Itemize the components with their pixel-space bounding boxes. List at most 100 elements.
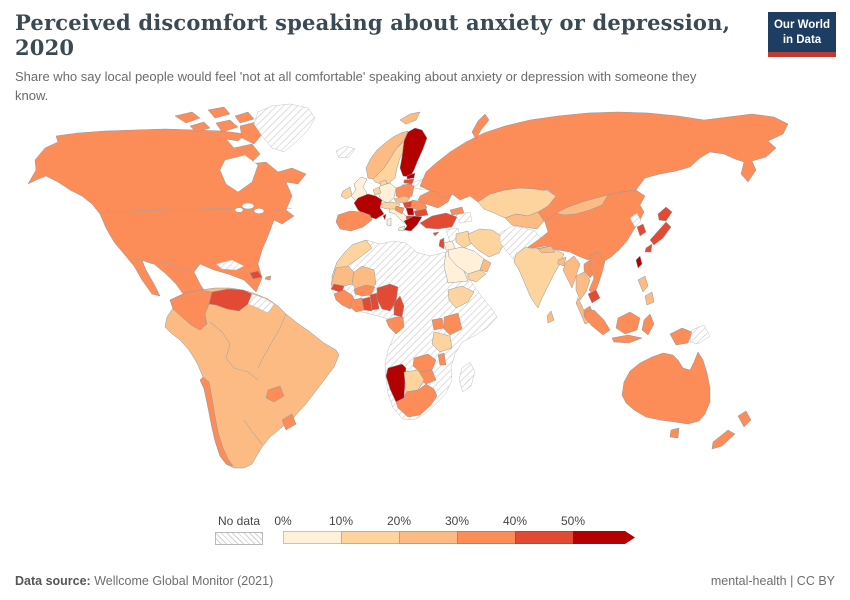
country-chile[interactable] [199, 376, 234, 467]
country-australia[interactable] [621, 351, 711, 425]
country-japan-kyushu[interactable] [644, 243, 653, 253]
country-latvia[interactable] [403, 178, 415, 185]
country-georgia[interactable] [449, 206, 465, 216]
country-new-zealand-south[interactable] [711, 429, 736, 450]
country-azerbaijan-armenia[interactable] [455, 211, 473, 224]
country-iran[interactable] [467, 228, 505, 258]
country-new-zealand-north[interactable] [737, 410, 752, 428]
country-oman[interactable] [479, 258, 492, 273]
country-mongolia[interactable] [555, 194, 609, 216]
country-venezuela[interactable] [208, 288, 253, 312]
country-svalbard[interactable] [399, 111, 421, 125]
country-bulgaria[interactable] [413, 208, 429, 218]
country-cyprus[interactable] [432, 231, 440, 237]
country-cambodia[interactable] [587, 289, 601, 304]
country-israel[interactable] [438, 237, 445, 250]
country-canada-arctic-2[interactable] [207, 106, 231, 119]
country-iceland[interactable] [335, 145, 356, 159]
country-cuba[interactable] [215, 259, 245, 271]
country-malawi[interactable] [437, 352, 447, 366]
country-taiwan[interactable] [635, 255, 643, 269]
country-papua-new-guinea[interactable] [689, 324, 711, 345]
country-indonesia-sulawesi[interactable] [641, 313, 655, 336]
country-italy-sardinia[interactable] [386, 217, 392, 227]
country-guyana-suriname[interactable] [247, 293, 275, 314]
country-uruguay[interactable] [281, 413, 297, 431]
country-indonesia-sumatra[interactable] [584, 309, 611, 336]
country-kazakhstan[interactable] [477, 187, 557, 219]
country-yemen[interactable] [467, 269, 487, 283]
country-russia-novaya-zemlya[interactable] [471, 113, 490, 140]
country-india[interactable] [513, 246, 565, 309]
country-puerto-rico[interactable] [264, 275, 272, 281]
country-uganda[interactable] [431, 317, 445, 331]
country-colombia[interactable] [169, 289, 213, 331]
country-canada-arctic-1[interactable] [174, 111, 201, 124]
country-botswana[interactable] [403, 369, 425, 393]
country-ivory-coast[interactable] [349, 297, 365, 313]
country-turkey[interactable] [419, 212, 458, 230]
country-ethiopia[interactable] [447, 285, 475, 309]
country-south-korea[interactable] [636, 223, 647, 237]
legend-bin-20-30[interactable] [399, 531, 457, 544]
country-japan-honshu[interactable] [649, 221, 672, 246]
country-canada-usa-mexico[interactable] [27, 128, 307, 313]
country-north-korea[interactable] [629, 212, 642, 228]
country-burkina-faso[interactable] [353, 284, 376, 297]
country-ireland[interactable] [340, 186, 353, 200]
country-bangladesh[interactable] [557, 256, 567, 267]
country-canada-arctic-4[interactable] [189, 121, 211, 133]
country-madagascar[interactable] [458, 361, 476, 393]
country-estonia[interactable] [406, 172, 416, 180]
country-sri-lanka[interactable] [546, 310, 555, 324]
country-australia-tasmania[interactable] [669, 427, 680, 439]
country-iraq[interactable] [455, 230, 473, 249]
country-philippines-luzon[interactable] [637, 275, 649, 293]
country-serbia[interactable] [405, 207, 415, 216]
country-south-africa[interactable] [395, 383, 438, 418]
country-myanmar[interactable] [562, 255, 581, 289]
country-nigeria[interactable] [376, 283, 399, 312]
country-gabon-congo[interactable] [385, 316, 405, 335]
country-senegal[interactable] [330, 283, 345, 294]
country-indonesia-borneo[interactable] [615, 311, 641, 335]
country-nepal[interactable] [537, 245, 556, 254]
world-map-svg [27, 103, 789, 469]
country-canada-arctic-3[interactable] [234, 111, 255, 124]
country-france-corsica[interactable] [382, 213, 387, 221]
country-japan-hokkaido[interactable] [657, 206, 673, 222]
legend-bin-50-plus[interactable] [573, 531, 635, 544]
country-canada-arctic-5[interactable] [215, 119, 239, 133]
country-greece[interactable] [403, 215, 423, 232]
country-tanzania[interactable] [431, 331, 453, 353]
country-france[interactable] [353, 193, 385, 220]
legend-bin-0-10[interactable] [283, 531, 341, 544]
legend-bin-40-50[interactable] [515, 531, 573, 544]
country-czechia-slovakia[interactable] [393, 195, 411, 204]
country-poland[interactable] [395, 183, 415, 201]
country-dominican-republic[interactable] [249, 270, 263, 280]
country-south-america-base[interactable] [164, 287, 340, 469]
country-greenland[interactable] [253, 103, 316, 153]
owid-logo[interactable]: Our World in Data [768, 12, 836, 57]
legend-no-data-swatch [215, 532, 263, 545]
legend-bin-10-20[interactable] [341, 531, 399, 544]
country-kenya[interactable] [443, 312, 463, 336]
country-thailand[interactable] [575, 271, 591, 301]
legend-color-bar[interactable] [283, 531, 643, 544]
country-spain-portugal[interactable] [335, 210, 373, 232]
country-paraguay[interactable] [265, 385, 285, 403]
country-indonesia-west-papua[interactable] [669, 327, 693, 346]
country-italy-sicily[interactable] [397, 225, 406, 232]
country-ghana[interactable] [361, 296, 373, 312]
country-netherlands-belgium[interactable] [372, 186, 382, 196]
country-croatia-bosnia[interactable] [394, 205, 405, 215]
country-finland[interactable] [399, 127, 428, 178]
country-indonesia-java[interactable] [611, 334, 643, 344]
legend-no-data[interactable]: No data [215, 514, 263, 545]
license-note[interactable]: mental-health | CC BY [710, 574, 835, 588]
legend-bin-30-40[interactable] [457, 531, 515, 544]
country-cameroon[interactable] [393, 295, 405, 318]
country-philippines-mindanao[interactable] [644, 291, 655, 306]
country-central-asia[interactable] [504, 211, 545, 230]
